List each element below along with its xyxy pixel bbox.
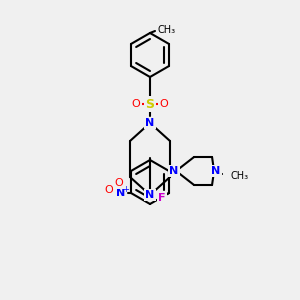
Text: N: N: [169, 166, 179, 176]
Text: N: N: [116, 188, 126, 198]
Text: N: N: [146, 118, 154, 128]
Text: +: +: [122, 184, 129, 194]
Text: O: O: [115, 178, 123, 188]
Text: O: O: [160, 99, 168, 109]
Text: O: O: [132, 99, 140, 109]
Text: CH₃: CH₃: [158, 25, 176, 35]
Text: N: N: [212, 166, 221, 176]
Text: O: O: [105, 185, 113, 195]
Text: S: S: [146, 98, 154, 110]
Text: -: -: [112, 181, 116, 190]
Text: F: F: [158, 193, 166, 203]
Text: N: N: [146, 190, 154, 200]
Text: CH₃: CH₃: [230, 171, 248, 181]
